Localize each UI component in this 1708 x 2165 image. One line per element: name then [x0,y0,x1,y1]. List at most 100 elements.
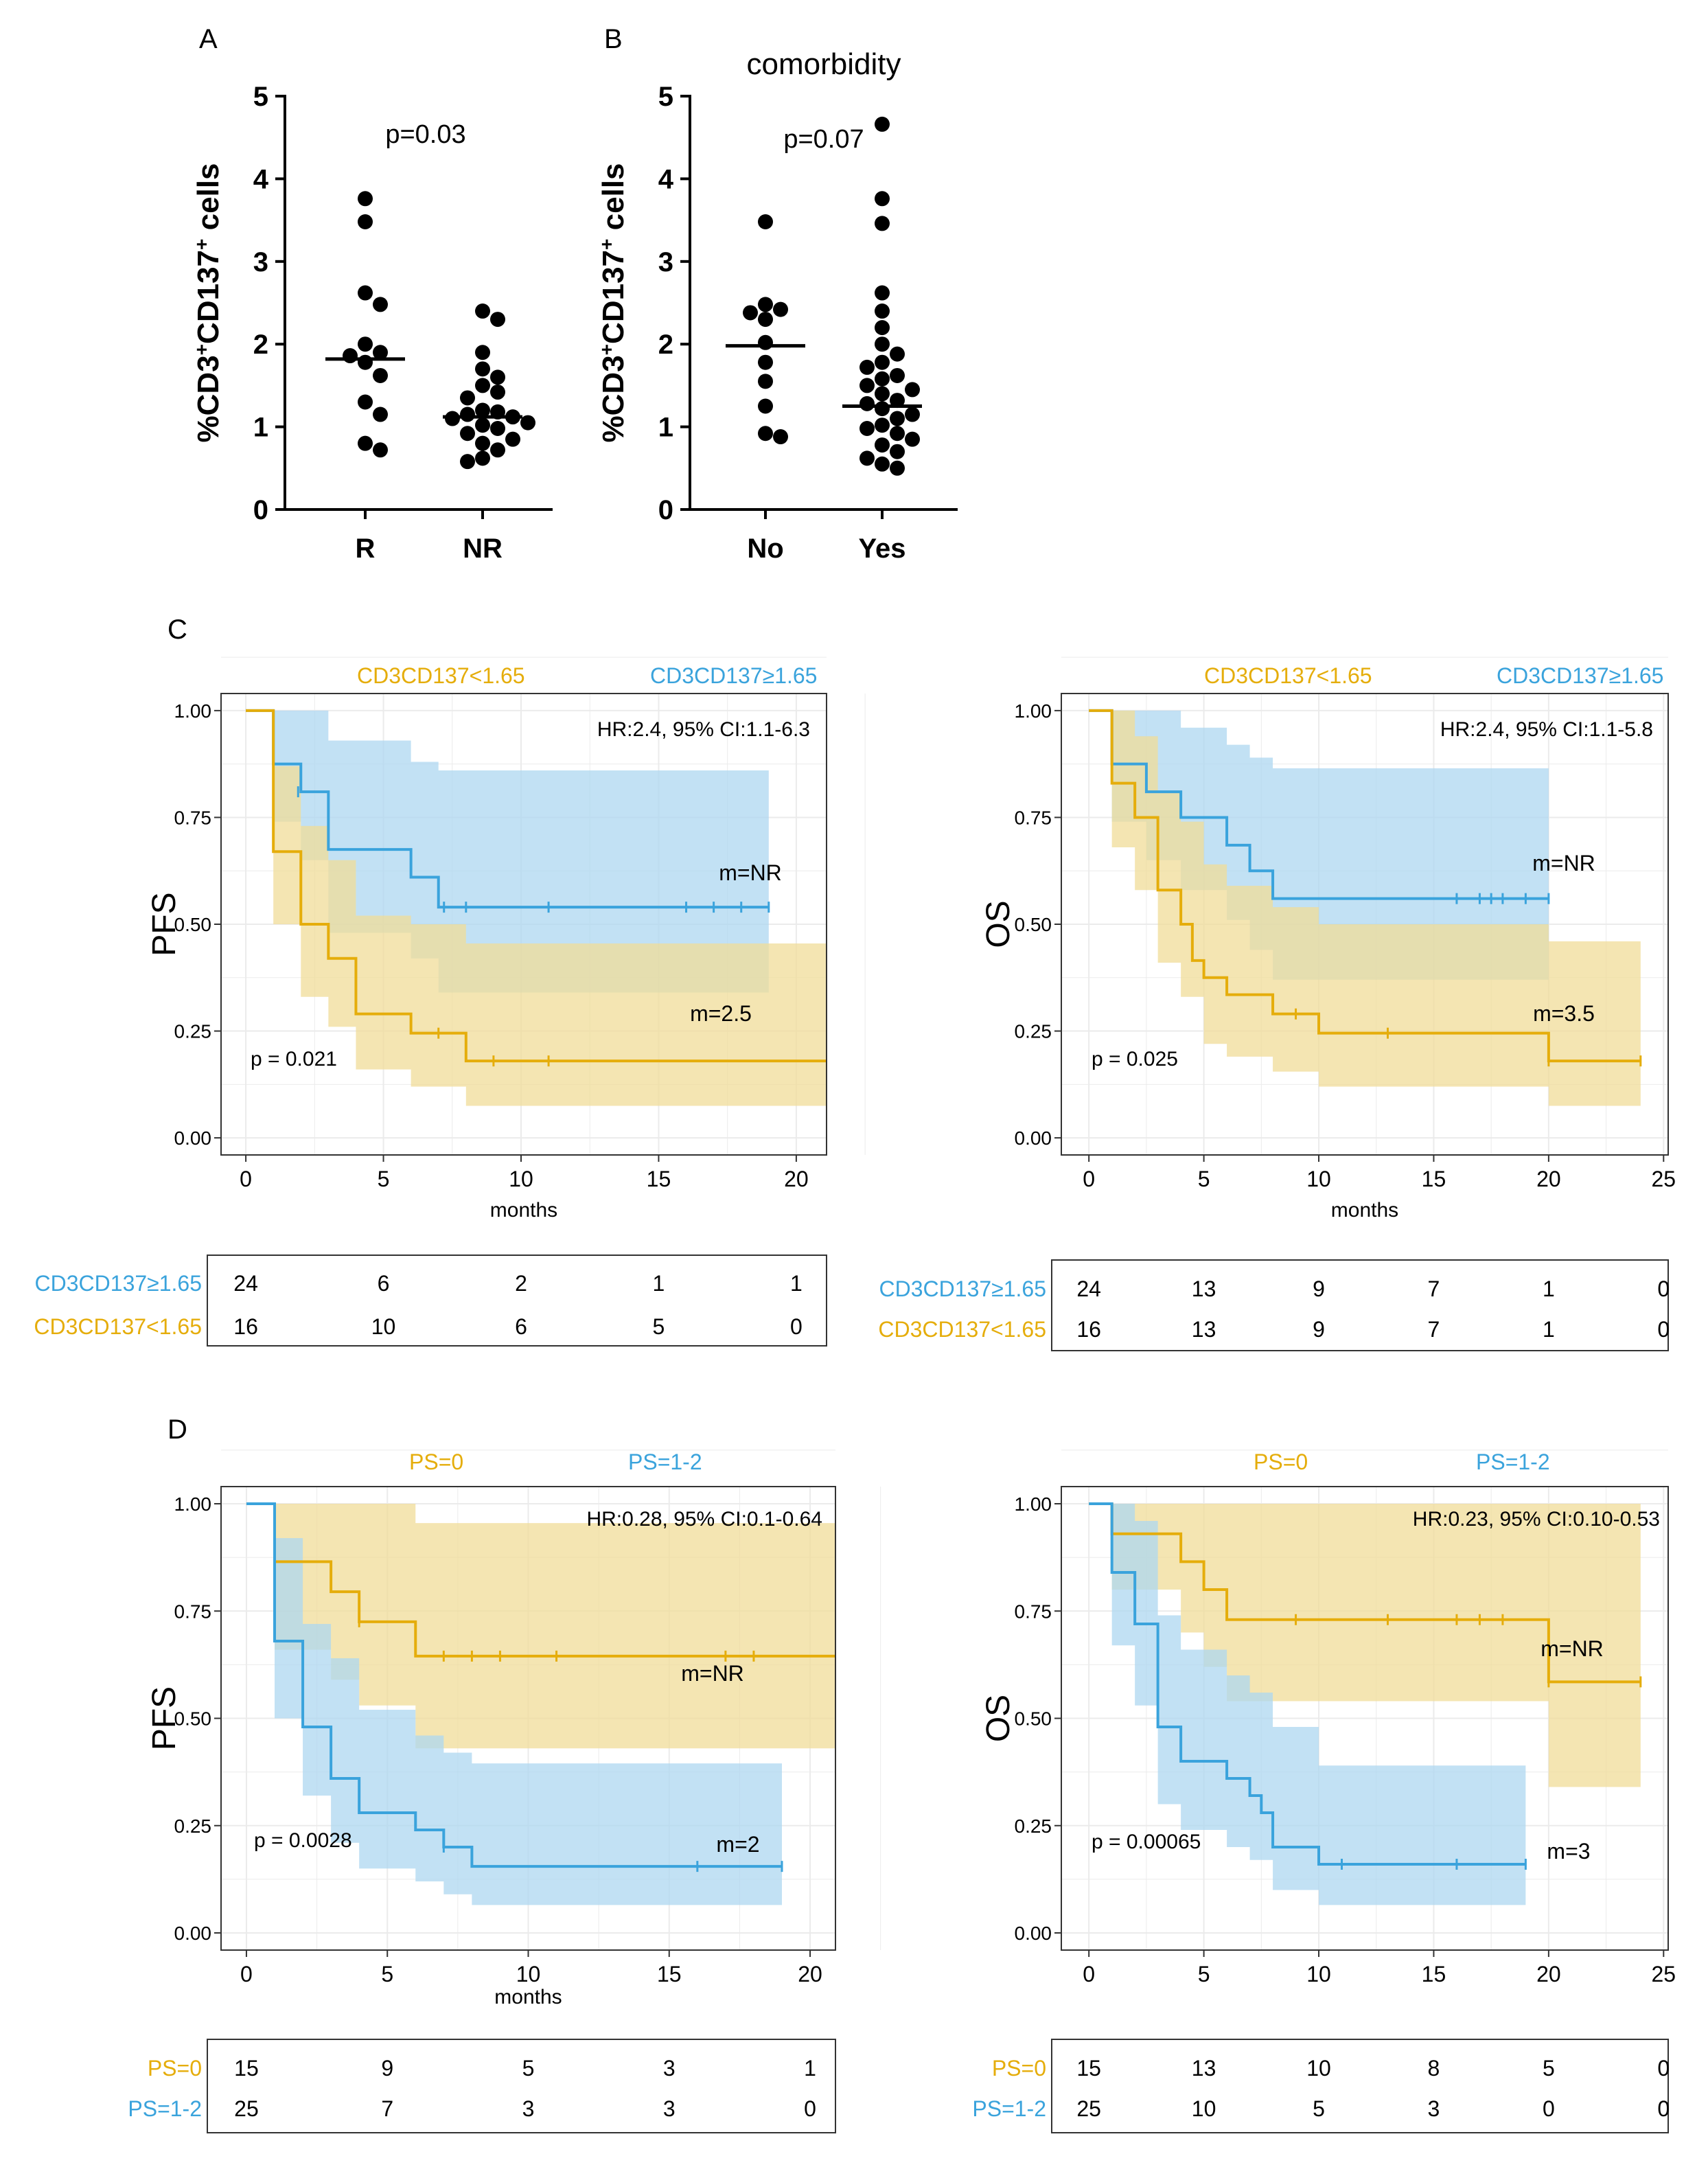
data-point-b [743,305,758,321]
risk-table-value-d-pfs: 1 [804,2056,816,2081]
x-tick-label-c-pfs: 15 [647,1167,671,1191]
risk-table-value-d-os: 0 [1657,2096,1670,2121]
data-point-a [373,367,388,383]
risk-table-value-d-os: 15 [1076,2056,1101,2081]
data-point-b [773,301,788,317]
data-point-b [875,437,890,453]
risk-table-value-c-pfs: 0 [790,1314,803,1339]
x-tick-label-c-os: 20 [1536,1167,1561,1191]
confidence-band-c-os [1089,710,1641,1106]
x-tick-label-c-os: 25 [1652,1167,1676,1191]
x-tick-label-c-pfs: 10 [509,1167,533,1191]
y-axis-label-b: %CD3+CD137+ cells [596,163,631,443]
risk-table-value-c-os: 9 [1313,1276,1325,1301]
y-axis-label-c-pfs: PFS [146,892,183,956]
y-tick-label-c-pfs: 0.00 [174,1127,212,1149]
risk-table-value-d-pfs: 0 [804,2096,816,2121]
x-tick-label-c-os: 5 [1198,1167,1210,1191]
legend-entry-d-pfs: PS=0 [409,1450,463,1474]
y-tick-label-b: 3 [658,247,673,277]
y-tick-label-c-os: 0.00 [1015,1127,1052,1149]
label-part: cells [597,163,630,239]
risk-table-label-d-os: PS=1-2 [972,2096,1046,2121]
data-point-b [890,411,905,426]
data-point-b [758,374,773,389]
label-part: cells [192,163,225,239]
data-point-a [475,450,490,466]
y-tick-label-d-os: 0.50 [1015,1708,1052,1730]
data-point-b [875,336,890,352]
y-tick-label-b: 1 [658,413,673,443]
risk-table-value-d-pfs: 3 [522,2096,535,2121]
x-tick-label-d-pfs: 0 [240,1962,253,1986]
risk-table-label-c-pfs: CD3CD137<1.65 [34,1314,202,1339]
data-point-a [373,297,388,312]
data-point-b [875,285,890,301]
p-value-a: p=0.03 [385,120,465,149]
data-point-b [890,460,905,476]
risk-table-value-d-pfs: 9 [381,2056,393,2081]
risk-table-value-c-os: 1 [1543,1317,1555,1342]
median-label-d-pfs: m=NR [681,1661,744,1686]
data-point-b [905,431,920,447]
data-point-a [490,385,505,400]
y-tick-label-c-os: 0.25 [1015,1021,1052,1042]
x-tick-label-d-os: 15 [1422,1962,1446,1986]
data-point-b [758,334,773,350]
risk-table-value-d-os: 3 [1428,2096,1440,2121]
y-tick-label-a: 1 [253,413,268,443]
x-axis-label-d-pfs: months [494,1986,562,2008]
data-point-a [358,191,373,207]
y-tick-label-d-pfs: 1.00 [174,1493,212,1515]
risk-table-label-c-os: CD3CD137<1.65 [878,1317,1046,1342]
y-tick-label-d-os: 0.25 [1015,1815,1052,1837]
legend-entry-d-os: PS=1-2 [1476,1450,1550,1474]
data-point-b [875,371,890,387]
data-point-a [358,285,373,301]
risk-table-value-c-os: 7 [1428,1276,1440,1301]
y-tick-label-c-pfs: 0.25 [174,1021,212,1042]
risk-table-value-d-pfs: 7 [381,2096,393,2121]
confidence-band-d-pfs [246,1504,782,1905]
risk-table-label-d-pfs: PS=0 [148,2056,202,2081]
confidence-band-d-os [1089,1504,1641,1787]
y-tick-label-a: 0 [253,495,268,525]
data-point-a [490,312,505,328]
label-part: CD137 [192,250,225,344]
panel-letter-d: D [168,1414,187,1445]
x-tick-label-d-pfs: 15 [657,1962,682,1986]
legend-entry-c-os: CD3CD137≥1.65 [1497,663,1663,688]
data-point-a [475,303,490,319]
data-point-a [460,390,475,406]
data-point-b [905,382,920,398]
y-tick-label-d-pfs: 0.00 [174,1923,212,1944]
risk-table-value-c-pfs: 1 [790,1271,803,1296]
data-point-a [520,415,535,431]
data-point-b [875,401,890,417]
data-point-a [358,394,373,410]
risk-table-value-c-pfs: 1 [653,1271,665,1296]
data-point-b [758,312,773,328]
risk-table-value-c-pfs: 6 [378,1271,390,1296]
survival-curve-c-os [1089,709,1641,1063]
data-point-b [859,421,875,437]
x-axis-label-c-os: months [1331,1199,1398,1222]
y-tick-label-a: 3 [253,247,268,277]
risk-table-value-d-os: 25 [1076,2096,1101,2121]
risk-table-value-d-os: 10 [1192,2096,1216,2121]
y-tick-label-d-pfs: 0.50 [174,1708,212,1730]
y-tick-label-c-os: 1.00 [1015,700,1052,722]
risk-table-value-c-pfs: 10 [371,1314,396,1339]
data-point-a [460,426,475,442]
confidence-band-d-pfs [246,1504,835,1749]
data-point-a [475,417,490,433]
risk-table-box-d-os [1051,2039,1669,2133]
legend-entry-d-os: PS=0 [1254,1450,1308,1474]
risk-table-label-d-os: PS=0 [992,2056,1046,2081]
risk-table-value-c-os: 0 [1657,1276,1670,1301]
hazard-ratio-c-pfs: HR:2.4, 95% CI:1.1-6.3 [597,718,810,741]
median-label-c-os: m=NR [1532,851,1595,875]
x-tick-label-c-os: 15 [1422,1167,1446,1191]
risk-table-value-c-os: 13 [1192,1317,1216,1342]
